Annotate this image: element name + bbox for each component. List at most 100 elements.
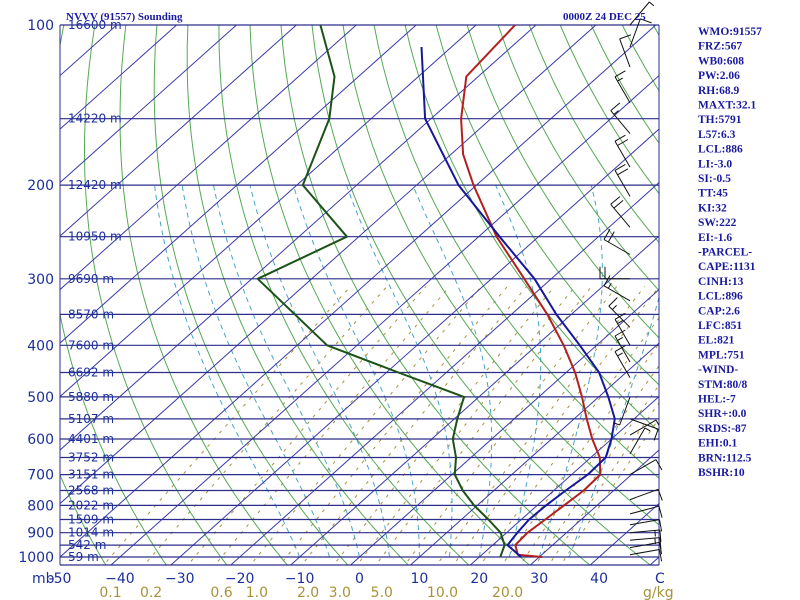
wind-barb-staff	[610, 110, 631, 134]
index-item: WMO:91557	[698, 26, 762, 38]
index-item: STM:80/8	[698, 379, 747, 391]
index-item: SI:-0.5	[698, 173, 731, 185]
height-label: 9690 m	[68, 272, 114, 286]
mixing-ratio-line	[102, 286, 351, 565]
dry-adiabat-line	[280, 25, 591, 565]
wind-barb-flag	[603, 228, 611, 240]
mixing-ratio-tick-label: 0.1	[99, 585, 121, 600]
height-label: 16600 m	[68, 18, 122, 32]
mixing-ratio-line	[436, 286, 645, 565]
wind-barb	[629, 459, 663, 476]
isobars	[60, 24, 659, 566]
temperature-tick-label: −20	[225, 571, 255, 587]
dry-adiabats	[60, 25, 659, 565]
temperature-tick-label: −40	[105, 571, 135, 587]
isotherm-line	[60, 25, 537, 451]
isotherm-line	[60, 25, 358, 291]
isotherm-line	[230, 181, 659, 565]
mixing-ratio-line	[452, 286, 659, 565]
index-item: EI:-1.6	[698, 232, 732, 244]
wind-barb	[610, 102, 631, 134]
wind-barb-flag	[619, 34, 632, 40]
dry-adiabat-line	[186, 25, 409, 565]
dry-adiabat-line	[497, 25, 659, 292]
height-label: 3752 m	[68, 451, 114, 465]
wind-barb	[603, 275, 631, 302]
dewpoint-profile-line	[256, 25, 506, 558]
height-labels: 16600 m 14220 m 12420 m 10950 m 9690 m 8570 m…	[68, 18, 122, 564]
wind-barb-flag	[613, 200, 624, 209]
temperature-tick-label: 40	[590, 571, 608, 587]
temperature-tick-label: 10	[410, 571, 428, 587]
wind-barb-flag	[659, 549, 663, 562]
height-label: 1509 m	[68, 513, 114, 527]
dry-adiabat-line	[153, 25, 349, 565]
pressure-label: 900	[27, 526, 54, 542]
mixing-ratio-tick-label: 0.2	[140, 585, 162, 600]
sounding-profiles	[256, 25, 616, 558]
mixing-ratio-line	[375, 286, 592, 565]
index-item: SW:222	[698, 217, 737, 229]
index-item: -PARCEL-	[698, 247, 752, 259]
index-item: HEL:-7	[698, 394, 736, 406]
wind-barb-flag	[614, 312, 626, 320]
wind-barb-flag	[640, 18, 652, 24]
wind-barb-flag	[610, 102, 621, 111]
dry-adiabat-line	[119, 25, 288, 565]
isotherms	[60, 25, 659, 565]
dry-adiabat-line	[373, 25, 659, 479]
mixing-ratio-line	[333, 286, 555, 565]
wind-barb-flag	[654, 530, 656, 537]
sounding-time: 0000Z 24 DEC 25	[563, 11, 646, 23]
wind-barb-flag	[659, 519, 663, 532]
isotherm-line	[60, 25, 298, 237]
wind-barb	[629, 505, 663, 518]
wind-barb-flag	[614, 134, 626, 142]
wind-barb-flag	[613, 110, 619, 115]
isotherm-line	[110, 74, 659, 565]
height-label: 4401 m	[68, 432, 114, 446]
index-item: -WIND-	[698, 364, 738, 376]
wind-barb-flag	[607, 282, 612, 289]
dry-adiabat-line	[466, 25, 659, 339]
isotherm-line	[469, 395, 659, 565]
wind-barb-staff	[614, 351, 631, 378]
temperature-tick-label: 20	[470, 571, 488, 587]
mixing-ratio-line	[249, 286, 482, 565]
wind-barb-staff	[619, 396, 631, 426]
wind-barb-flag	[655, 419, 660, 426]
height-label: 12420 m	[68, 178, 122, 192]
wind-barb-flag	[653, 428, 659, 441]
dry-adiabat-line	[342, 25, 659, 526]
temperature-tick-label: -50	[49, 571, 72, 587]
wind-barb	[619, 34, 632, 68]
pressure-label: 700	[27, 468, 54, 484]
height-label: 6692 m	[68, 366, 114, 380]
wind-barb-flag	[617, 352, 623, 357]
pressure-label: 800	[27, 498, 54, 514]
wind-barb	[614, 345, 631, 378]
mixing-ratio-axis-labels: 0.1 0.2 0.6 1.0 2.0 3.0 5.0 10.0 20.0	[99, 585, 523, 600]
dry-adiabat-line	[218, 25, 470, 565]
index-item: WB0:608	[698, 55, 744, 67]
wind-barb-flag	[657, 489, 663, 501]
wind-barb	[629, 418, 659, 441]
wind-barb	[608, 297, 631, 328]
wind-barb	[629, 529, 662, 543]
wind-barb	[614, 329, 631, 363]
wind-barb	[614, 312, 631, 346]
pressure-unit-label: mb	[32, 571, 55, 587]
isotherm-line	[170, 128, 659, 565]
moist-adiabat-line	[154, 185, 301, 558]
dry-adiabat-line	[249, 25, 530, 565]
wind-barb-flag	[654, 538, 656, 545]
temperature-tick-label: 30	[530, 571, 548, 587]
height-label: 542 m	[68, 538, 106, 552]
index-item: LCL:886	[698, 144, 743, 156]
isotherm-line	[60, 25, 477, 398]
height-label: 2568 m	[68, 484, 114, 498]
wind-barb-staff	[619, 38, 631, 68]
wind-barb	[629, 519, 663, 532]
index-item: LI:-3.0	[698, 158, 732, 170]
